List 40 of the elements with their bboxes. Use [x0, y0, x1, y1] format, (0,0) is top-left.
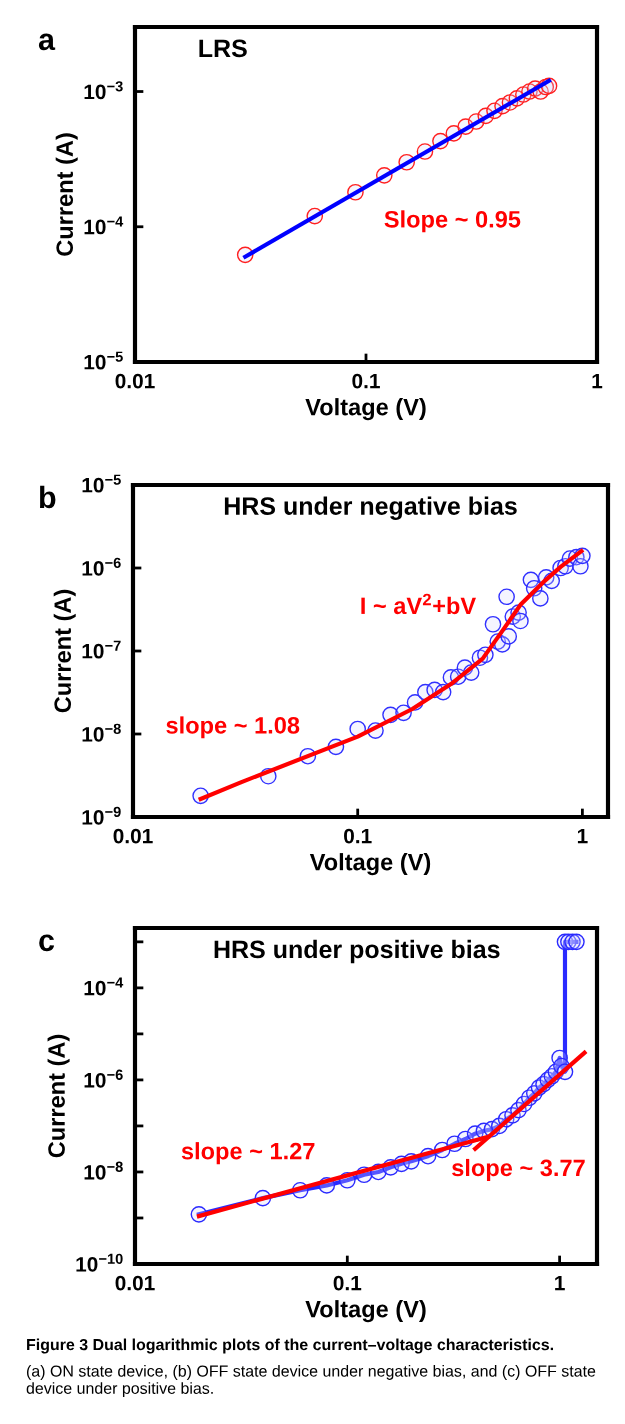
x-tick-label: 0.1	[333, 1275, 362, 1291]
x-axis-title: Voltage (V)	[305, 398, 426, 421]
annotation: slope ~ 3.77	[452, 1158, 585, 1181]
y-tick-label: 10$^{−4}$	[84, 216, 124, 235]
text: a	[38, 33, 56, 51]
y-tick-label: 10$^{−5}$	[84, 351, 123, 370]
y-axis-title: Current (A)	[47, 1034, 70, 1158]
chart-title: HRS under positive bias	[214, 939, 500, 964]
chart-title: LRS	[199, 39, 247, 58]
y-tick-label: 10$^{−6}$	[84, 1069, 123, 1088]
text: c	[39, 934, 55, 952]
y-tick-label: 10$^{−6}$	[82, 557, 121, 576]
text: (a) ON state device, (b) OFF state device under negative bias, and (c) OFF state device under positive bias.	[26, 1365, 596, 1398]
y-tick-label: 10$^{−10}$	[76, 1253, 123, 1272]
x-tick-label: 0.01	[115, 1275, 155, 1291]
x-axis-title: Voltage (V)	[305, 1300, 426, 1323]
x-tick-label: 1	[592, 373, 603, 389]
y-tick-label: 10$^{−7}$	[82, 640, 121, 659]
y-axis-title: Current (A)	[55, 133, 78, 256]
x-tick-label: 0.1	[344, 828, 372, 844]
annotation: Slope ~ 0.95	[384, 210, 521, 233]
caption: Figure 3 Dual logarithmic plots of the current–voltage characteristics.	[27, 1338, 554, 1354]
x-tick-label: 1	[577, 828, 588, 844]
y-tick-label: 10$^{−9}$	[82, 806, 121, 825]
y-tick-label: 10$^{−5}$	[82, 474, 121, 493]
annotation: slope ~ 1.27	[181, 1142, 315, 1165]
y-axis-title: Current (A)	[53, 589, 76, 713]
annotation: slope ~ 1.08	[166, 716, 300, 739]
x-tick-label: 0.01	[115, 373, 155, 389]
x-axis-title: Voltage (V)	[309, 853, 431, 876]
y-tick-label: 10$^{−8}$	[82, 723, 121, 742]
text: b	[40, 485, 56, 509]
chart-title: HRS under negative bias	[224, 496, 517, 520]
y-tick-label: 10$^{−4}$	[84, 977, 124, 996]
annotation: I ~ aV$^{2}$+bV	[361, 593, 476, 615]
x-tick-label: 1	[555, 1275, 565, 1291]
x-tick-label: 0.1	[352, 373, 380, 389]
y-tick-label: 10$^{−3}$	[84, 81, 123, 100]
x-tick-label: 0.01	[113, 828, 153, 844]
y-tick-label: 10$^{−8}$	[84, 1161, 123, 1180]
